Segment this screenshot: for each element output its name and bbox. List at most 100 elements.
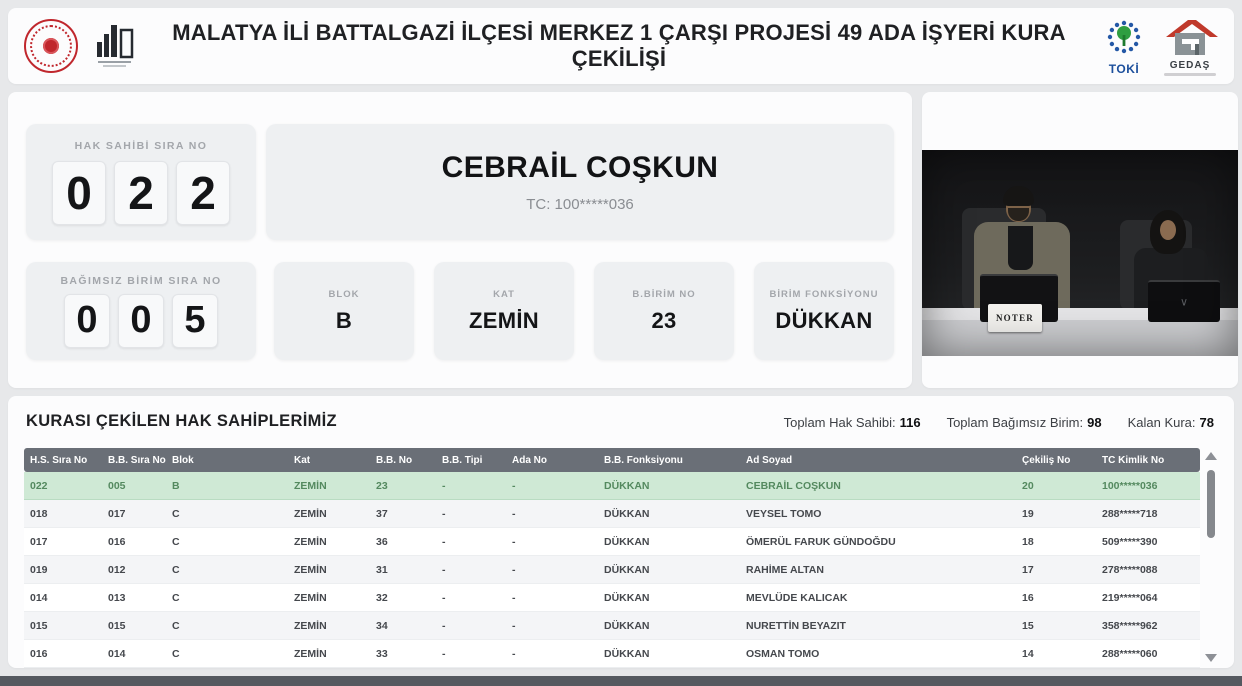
table-cell: 20 [1022, 479, 1034, 492]
column-header: TC Kimlik No [1102, 454, 1165, 466]
column-header: B.B. Sıra No [108, 454, 166, 466]
table-scrollbar[interactable] [1204, 448, 1218, 664]
table-cell: - [442, 479, 446, 492]
scroll-down-icon[interactable] [1205, 654, 1217, 662]
table-cell: 017 [108, 507, 126, 520]
video-panel: NOTER [922, 92, 1238, 388]
table-cell: C [172, 619, 180, 632]
digit-box: 2 [176, 160, 230, 225]
column-header: Çekiliş No [1022, 454, 1071, 466]
column-header: B.B. Tipi [442, 454, 483, 466]
hak-sahibi-digits: 0 2 2 [52, 160, 230, 225]
table-cell: 33 [376, 647, 388, 660]
table-cell: C [172, 507, 180, 520]
table-cell: 219*****064 [1102, 591, 1158, 604]
gedas-logo-subtext [1164, 72, 1216, 76]
scrollbar-thumb[interactable] [1207, 470, 1215, 538]
table-cell: - [512, 619, 516, 632]
table-row: 017 016 C ZEMİN 36 - - DÜKKAN ÖMERÜL FARUK GÜNDO… [24, 528, 1200, 556]
header-bar: MALATYA İLİ BATTALGAZİ İLÇESİ MERKEZ 1 Ç… [8, 8, 1234, 84]
table-cell: VEYSEL TOMO [746, 507, 822, 520]
stat-toplam-bagimsiz-birim: Toplam Bağımsız Birim: 98 [946, 415, 1102, 430]
results-stats: Toplam Hak Sahibi: 116 Toplam Bağımsız Bi… [784, 415, 1214, 430]
column-header: B.B. No [376, 454, 413, 466]
kat-value: ZEMİN [469, 307, 539, 333]
table-cell: 100*****036 [1102, 479, 1158, 492]
table-cell: 19 [1022, 507, 1034, 520]
desk-front [922, 320, 1238, 356]
notary-person-beard [1008, 208, 1029, 221]
hak-sahibi-sira-card: HAK SAHİBİ SIRA NO 0 2 2 [26, 124, 256, 240]
table-body: 022 005 B ZEMİN 23 - - DÜKKAN CEBRAİL COŞKUN 20 10… [24, 472, 1200, 668]
table-cell: ZEMİN [294, 647, 327, 660]
column-header: H.S. Sıra No [30, 454, 88, 466]
table-cell: 022 [30, 479, 48, 492]
notary-person-hair [1003, 186, 1034, 206]
table-cell: 278*****088 [1102, 563, 1158, 576]
table-row: 015 015 C ZEMİN 34 - - DÜKKAN NURETTİN BEYAZIT 15… [24, 612, 1200, 640]
toki-logo-label: TOKİ [1108, 62, 1140, 76]
table-cell: NURETTİN BEYAZIT [746, 619, 846, 632]
birim-no-card: B.BİRİM NO 23 [594, 262, 734, 360]
table-cell: DÜKKAN [604, 619, 650, 632]
table-cell: 34 [376, 619, 388, 632]
blok-label: BLOK [328, 288, 360, 300]
results-table: H.S. Sıra No B.B. Sıra No Blok Kat B.B. … [24, 448, 1218, 668]
table-cell: DÜKKAN [604, 563, 650, 576]
table-cell: 14 [1022, 647, 1034, 660]
stat-toplam-hak-sahibi: Toplam Hak Sahibi: 116 [783, 415, 921, 430]
column-header: Ad Soyad [746, 454, 793, 466]
birim-fonksiyonu-label: BİRİM FONKSİYONU [769, 288, 879, 300]
table-cell: 32 [376, 591, 388, 604]
results-title: KURASI ÇEKİLEN HAK SAHİPLERİMİZ [26, 412, 337, 430]
table-cell: - [442, 591, 446, 604]
gedas-logo-label: GEDAŞ [1169, 59, 1211, 71]
table-cell: ZEMİN [294, 563, 327, 576]
table-cell: - [442, 647, 446, 660]
winner-name: CEBRAİL COŞKUN [441, 151, 719, 184]
digit-box: 0 [52, 160, 106, 225]
column-header: B.B. Fonksiyonu [604, 454, 683, 466]
column-header: Blok [172, 454, 194, 466]
digit-box: 5 [172, 293, 218, 348]
table-cell: ZEMİN [294, 507, 327, 520]
bagimsiz-birim-sira-card: BAĞIMSIZ BİRİM SIRA NO 0 0 5 [26, 262, 256, 360]
table-cell: 016 [108, 535, 126, 548]
table-cell: DÜKKAN [604, 507, 650, 520]
table-cell: 005 [108, 479, 126, 492]
page-title: MALATYA İLİ BATTALGAZİ İLÇESİ MERKEZ 1 Ç… [172, 20, 1066, 71]
table-row: 022 005 B ZEMİN 23 - - DÜKKAN CEBRAİL COŞKUN 20 10… [24, 472, 1200, 500]
table-cell: 358*****962 [1102, 619, 1158, 632]
laptop [1148, 280, 1220, 322]
footer-bar [0, 676, 1242, 686]
draw-result-panel: HAK SAHİBİ SIRA NO 0 2 2 CEBRAİL COŞKUN … [8, 92, 912, 388]
table-cell: 37 [376, 507, 388, 520]
hak-sahibi-sira-label: HAK SAHİBİ SIRA NO [74, 139, 208, 152]
table-cell: ZEMİN [294, 591, 327, 604]
table-cell: 23 [376, 479, 388, 492]
table-cell: - [442, 507, 446, 520]
notary-person-shirt [1008, 226, 1033, 270]
table-cell: 015 [30, 619, 48, 632]
table-cell: ZEMİN [294, 535, 327, 548]
scroll-up-icon[interactable] [1205, 452, 1217, 460]
blok-value: B [335, 307, 353, 333]
table-cell: - [512, 535, 516, 548]
table-header-row: H.S. Sıra No B.B. Sıra No Blok Kat B.B. … [24, 448, 1200, 472]
table-cell: 288*****718 [1102, 507, 1158, 520]
table-cell: - [512, 591, 516, 604]
table-row: 018 017 C ZEMİN 37 - - DÜKKAN VEYSEL TOMO 19 288**… [24, 500, 1200, 528]
table-cell: C [172, 647, 180, 660]
table-cell: 509*****390 [1102, 535, 1158, 548]
table-cell: ÖMERÜL FARUK GÜNDOĞDU [746, 535, 896, 548]
table-row: 016 014 C ZEMİN 33 - - DÜKKAN OSMAN TOMO 14 288***… [24, 640, 1200, 668]
ministry-seal-icon [24, 19, 78, 73]
noter-sign: NOTER [988, 304, 1042, 332]
table-cell: 18 [1022, 535, 1034, 548]
table-cell: 019 [30, 563, 48, 576]
toki-logo: TOKİ [1102, 17, 1146, 75]
table-cell: C [172, 563, 180, 576]
kat-card: KAT ZEMİN [434, 262, 574, 360]
bagimsiz-birim-sira-label: BAĞIMSIZ BİRİM SIRA NO [60, 274, 222, 287]
table-cell: 36 [376, 535, 388, 548]
